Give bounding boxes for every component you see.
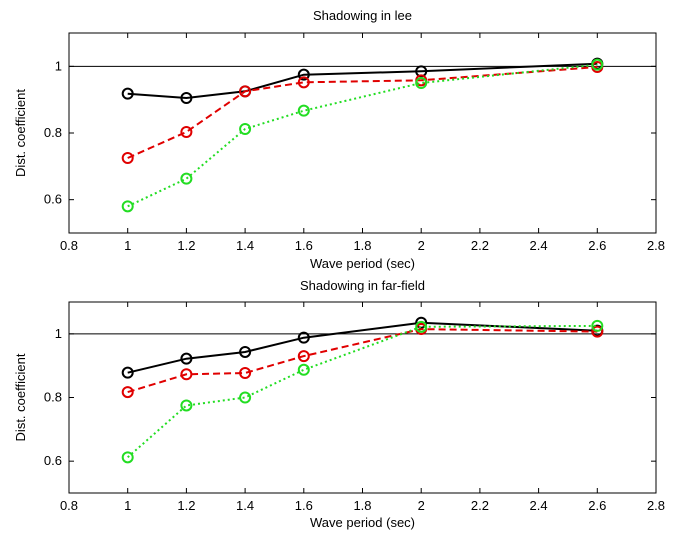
- x-tick-label: 2.6: [588, 498, 606, 513]
- y-tick-label: 0.6: [44, 192, 62, 207]
- x-tick-label: 1.8: [353, 238, 371, 253]
- plot-frame: [68, 301, 657, 494]
- data-point: [121, 200, 134, 213]
- data-point: [297, 76, 310, 89]
- data-point: [180, 399, 193, 412]
- x-tick-label: 1.2: [177, 498, 195, 513]
- chart-panel-1: Shadowing in lee 0.8 1 1.2 1.4 1.6 1.8 2 2.2 2.4 2…: [13, 8, 665, 271]
- data-point: [239, 391, 252, 404]
- x-tick-label: 1.8: [353, 498, 371, 513]
- series-line-3: [127, 324, 598, 459]
- chart-title: Shadowing in lee: [313, 8, 412, 23]
- x-tick-label: 0.8: [60, 498, 78, 513]
- y-axis-label: Dist. coefficient: [13, 89, 28, 177]
- x-tick-label: 2.6: [588, 238, 606, 253]
- data-point: [297, 363, 310, 376]
- series-line-2: [127, 66, 598, 159]
- data-point: [180, 368, 193, 381]
- x-tick-label: 1.4: [236, 498, 254, 513]
- x-tick-label: 2: [418, 238, 425, 253]
- data-point: [121, 152, 134, 164]
- x-tick-label: 2.2: [471, 498, 489, 513]
- data-point: [415, 320, 428, 333]
- x-tick-label: 0.8: [60, 238, 78, 253]
- x-tick-label: 1.4: [236, 238, 254, 253]
- data-point: [591, 319, 604, 332]
- data-point: [297, 68, 310, 81]
- x-axis-label: Wave period (sec): [310, 256, 415, 271]
- data-point: [121, 87, 134, 100]
- data-point: [239, 366, 252, 379]
- x-tick-label: 2.2: [471, 238, 489, 253]
- y-tick-label: 0.8: [44, 390, 62, 405]
- data-point: [415, 77, 428, 89]
- data-point: [239, 85, 252, 98]
- series-line-1: [127, 321, 598, 374]
- series-line-3: [127, 63, 598, 208]
- data-point: [180, 92, 193, 104]
- x-tick-label: 1.6: [295, 238, 313, 253]
- series-line-2: [127, 328, 598, 394]
- plot-frame: [68, 32, 657, 234]
- data-point: [121, 366, 134, 379]
- data-point: [180, 172, 193, 185]
- data-point: [591, 325, 604, 338]
- data-point: [180, 352, 193, 365]
- chart-title: Shadowing in far-field: [300, 278, 425, 293]
- data-point: [297, 331, 310, 344]
- data-point: [591, 58, 604, 71]
- y-tick-label: 0.6: [44, 453, 62, 468]
- series-line-1: [127, 62, 598, 100]
- y-tick-label: 1: [55, 326, 62, 341]
- data-point: [415, 316, 428, 329]
- data-point: [121, 386, 134, 399]
- x-tick-label: 2.4: [530, 498, 548, 513]
- x-tick-label: 2.8: [647, 498, 665, 513]
- x-tick-label: 2: [418, 498, 425, 513]
- x-axis-label: Wave period (sec): [310, 515, 415, 530]
- x-tick-label: 1.6: [295, 498, 313, 513]
- data-point: [121, 451, 134, 464]
- chart-panel-2: Shadowing in far-field 0.8 1 1.2 1.4 1.6 1.8 2 2…: [13, 278, 665, 530]
- y-axis-label: Dist. coefficient: [13, 353, 28, 441]
- data-point: [239, 123, 252, 135]
- data-point: [180, 126, 193, 138]
- data-point: [297, 104, 310, 117]
- x-tick-label: 2.4: [530, 238, 548, 253]
- x-tick-label: 2.8: [647, 238, 665, 253]
- x-tick-label: 1: [124, 498, 131, 513]
- y-tick-label: 1: [55, 58, 62, 73]
- y-tick-label: 0.8: [44, 125, 62, 140]
- x-tick-label: 1.2: [177, 238, 195, 253]
- data-point: [239, 345, 252, 358]
- data-point: [297, 350, 310, 363]
- x-tick-label: 1: [124, 238, 131, 253]
